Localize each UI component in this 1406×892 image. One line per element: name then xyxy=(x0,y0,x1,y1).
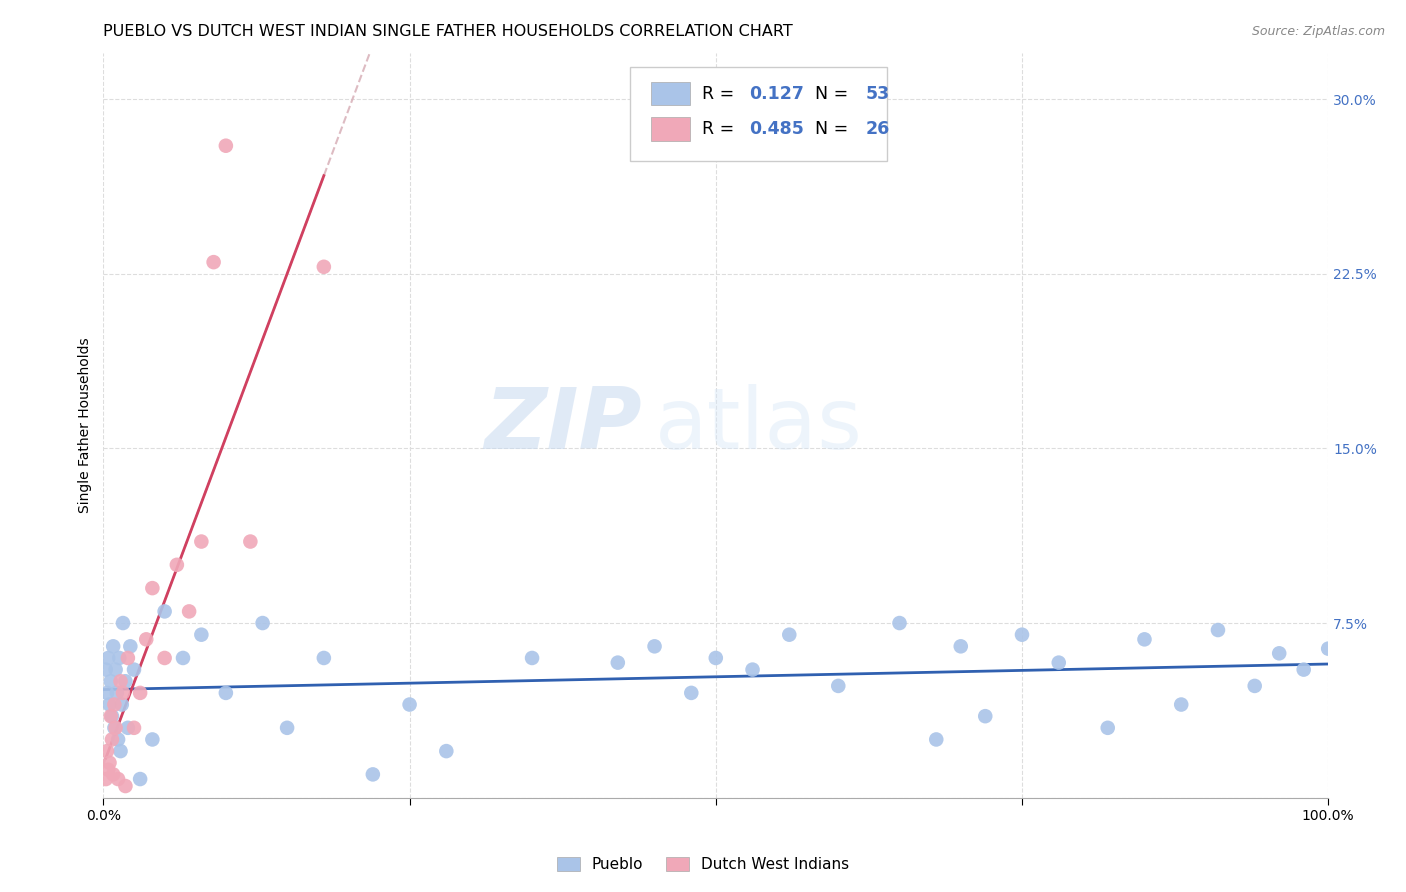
Point xyxy=(101,640,124,654)
Text: R =: R = xyxy=(703,120,740,138)
Point xyxy=(104,663,127,677)
Point xyxy=(179,604,201,618)
Point xyxy=(110,674,132,689)
Point xyxy=(252,615,274,630)
Point xyxy=(190,628,212,642)
Point xyxy=(202,255,225,269)
Point xyxy=(111,686,134,700)
Text: 0.485: 0.485 xyxy=(749,120,804,138)
Point xyxy=(103,698,125,712)
Point xyxy=(94,772,117,786)
Point xyxy=(104,721,127,735)
Point xyxy=(100,709,122,723)
Point xyxy=(107,772,129,786)
Point xyxy=(1206,623,1229,637)
Text: 26: 26 xyxy=(865,120,890,138)
Point xyxy=(606,656,628,670)
Point xyxy=(239,534,262,549)
Text: N =: N = xyxy=(804,120,853,138)
Text: Source: ZipAtlas.com: Source: ZipAtlas.com xyxy=(1251,25,1385,38)
Point xyxy=(101,767,124,781)
Point xyxy=(1047,656,1070,670)
Point xyxy=(644,640,666,654)
Text: 0.127: 0.127 xyxy=(749,85,804,103)
Point xyxy=(110,744,132,758)
Point xyxy=(215,686,238,700)
Point xyxy=(141,732,163,747)
Point xyxy=(1097,721,1119,735)
Point xyxy=(101,732,124,747)
FancyBboxPatch shape xyxy=(630,68,887,161)
Point xyxy=(681,686,703,700)
Text: 53: 53 xyxy=(865,85,890,103)
Point xyxy=(98,756,121,770)
Point xyxy=(100,674,122,689)
Point xyxy=(117,651,139,665)
Point xyxy=(114,674,136,689)
Text: N =: N = xyxy=(804,85,853,103)
Point xyxy=(215,138,238,153)
Point xyxy=(778,628,800,642)
Point xyxy=(361,767,384,781)
Point xyxy=(96,744,118,758)
Point xyxy=(520,651,543,665)
Point xyxy=(111,698,134,712)
Point xyxy=(108,651,131,665)
Point xyxy=(114,779,136,793)
Point xyxy=(122,663,145,677)
Text: atlas: atlas xyxy=(655,384,862,467)
Point xyxy=(172,651,194,665)
FancyBboxPatch shape xyxy=(651,82,690,105)
Point xyxy=(1133,632,1156,647)
Point xyxy=(103,721,125,735)
Point xyxy=(312,260,335,274)
Point xyxy=(96,686,118,700)
Point xyxy=(1317,641,1340,656)
Point xyxy=(107,732,129,747)
Point xyxy=(925,732,948,747)
Point xyxy=(949,640,972,654)
Point xyxy=(94,663,117,677)
Y-axis label: Single Father Households: Single Father Households xyxy=(79,337,93,513)
Point xyxy=(1243,679,1265,693)
Point xyxy=(120,640,142,654)
Point xyxy=(1268,646,1291,660)
Text: PUEBLO VS DUTCH WEST INDIAN SINGLE FATHER HOUSEHOLDS CORRELATION CHART: PUEBLO VS DUTCH WEST INDIAN SINGLE FATHE… xyxy=(104,24,793,39)
Point xyxy=(97,651,120,665)
Point xyxy=(1292,663,1315,677)
Point xyxy=(276,721,298,735)
Point xyxy=(190,534,212,549)
Point xyxy=(135,632,157,647)
Point xyxy=(98,698,121,712)
Point xyxy=(166,558,188,572)
Point xyxy=(974,709,997,723)
Point xyxy=(741,663,763,677)
Point xyxy=(153,604,176,618)
Point xyxy=(97,763,120,777)
Point xyxy=(141,581,163,595)
Point xyxy=(827,679,849,693)
Point xyxy=(111,615,134,630)
Text: ZIP: ZIP xyxy=(485,384,643,467)
Point xyxy=(704,651,727,665)
FancyBboxPatch shape xyxy=(651,118,690,141)
Point xyxy=(153,651,176,665)
Point xyxy=(122,721,145,735)
Point xyxy=(129,772,152,786)
Point xyxy=(1170,698,1192,712)
Point xyxy=(101,709,124,723)
Point xyxy=(117,721,139,735)
Point xyxy=(889,615,911,630)
Point xyxy=(398,698,420,712)
Point xyxy=(129,686,152,700)
Point xyxy=(312,651,335,665)
Legend: Pueblo, Dutch West Indians: Pueblo, Dutch West Indians xyxy=(548,849,858,880)
Point xyxy=(105,686,128,700)
Point xyxy=(434,744,457,758)
Text: R =: R = xyxy=(703,85,740,103)
Point xyxy=(1011,628,1033,642)
